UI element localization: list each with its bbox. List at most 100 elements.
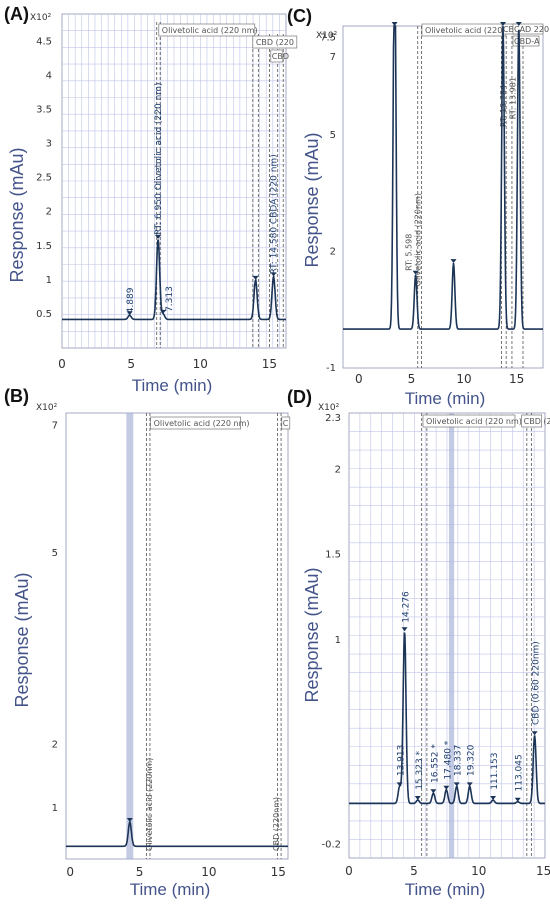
y-tick-label: 7 <box>330 52 336 63</box>
window-label-cbd-2: CBD <box>272 52 289 61</box>
peak-marker <box>412 270 419 275</box>
y-tick-label: 7.5 <box>320 33 336 44</box>
panel-a: 0 5 10 15 0.5 1 1.5 2 2.5 3 3.5 4 4.5 Olivetolic aci… <box>4 4 298 395</box>
x-tick-label: 5 <box>127 357 135 371</box>
x-tick-label: 15 <box>509 372 524 386</box>
x-tick-label: 0 <box>345 864 353 878</box>
panel-d-x-axis-label: Time (min) <box>405 880 486 899</box>
peak-annotation: 18.337 <box>454 745 464 777</box>
y-tick-label: 5 <box>330 130 336 141</box>
window-label-box <box>512 23 544 35</box>
x-tick-label: 0 <box>66 865 74 879</box>
window-label-box <box>521 414 542 428</box>
peak-annotation: 7.313 <box>165 286 175 312</box>
peak-marker <box>391 22 398 26</box>
peak-marker <box>500 22 506 26</box>
peak-marker <box>443 785 450 790</box>
peak-annotation: 19.320 <box>467 744 477 776</box>
panel-d-multiplier: X10² <box>318 403 340 413</box>
peak-marker <box>453 782 460 787</box>
peak-annotation: CBD (220nm) <box>272 797 281 851</box>
peak-marker <box>450 259 457 264</box>
x-tick-label: 0 <box>355 372 363 386</box>
window-label-olivetolic: Olivetolic acid (220 nm) <box>162 26 258 35</box>
panel-b: 0 5 10 15 1 2 5 7 Olivetolic acid (220 nm) C Oliv… <box>4 386 291 899</box>
panel-c-y-axis-label: Response (mAu) <box>302 132 322 267</box>
window-label-cbd: CBD <box>503 25 520 34</box>
panel-a-x-axis-label: Time (min) <box>132 376 213 395</box>
y-tick-label: 2 <box>46 207 52 218</box>
peak-annotation: RT: 5.598 <box>405 234 414 271</box>
peak-annotation: 14.276 <box>402 591 412 623</box>
window-label-cbd: CBD (220 <box>256 38 294 47</box>
y-tick-label: 2 <box>52 739 58 750</box>
peak-marker <box>466 782 473 787</box>
x-tick-label: 5 <box>408 372 416 386</box>
y-tick-label: 1 <box>335 635 341 646</box>
x-tick-label: 10 <box>471 864 486 878</box>
peak-marker <box>490 796 497 801</box>
peak-marker <box>531 731 538 736</box>
y-tick-label: 2 <box>335 464 341 475</box>
panel-b-y-axis-label: Response (mAu) <box>12 572 32 707</box>
window-label-olivetolic: Olivetolic acid (220 nm) <box>426 417 522 426</box>
panel-a-label: (A) <box>4 4 29 24</box>
y-tick-label: 7 <box>52 421 58 432</box>
y-tick-label: 1.5 <box>36 241 52 252</box>
peak-annotation: RT: 13.981 <box>509 77 518 119</box>
peak-annotation: RT: 6.950 Olivetolic acid (220 nm) <box>154 82 164 235</box>
chromatogram-trace <box>349 632 545 805</box>
peak-annotation: Olivetolic acid (220nm) <box>414 193 423 286</box>
window-label-box <box>158 23 256 37</box>
window-label-cbda: CBD-A <box>514 37 540 46</box>
y-tick-label: 2.3 <box>325 413 341 424</box>
window-label-cad: CAD 220 <box>514 25 549 34</box>
panel-b-label: (B) <box>4 386 29 406</box>
y-tick-label: 3 <box>46 139 52 150</box>
peak-annotation: RT: 14.580 CBDA (220 nm) <box>270 154 280 274</box>
peak-marker <box>160 309 167 314</box>
y-tick-label: 4.5 <box>36 36 52 47</box>
peak-marker <box>514 797 521 802</box>
panel-a-y-axis-label: Response (mAu) <box>7 147 27 282</box>
panel-c-label: (C) <box>287 6 312 26</box>
peak-marker <box>252 275 259 280</box>
x-tick-label: 15 <box>262 357 277 371</box>
x-tick-label: 10 <box>201 865 216 879</box>
window-label-box <box>150 416 241 430</box>
chromatogram-trace <box>343 25 543 330</box>
y-tick-label: 1 <box>52 803 58 814</box>
panel-d-label: (D) <box>287 387 312 407</box>
x-tick-label: 5 <box>136 865 144 879</box>
chromatogram-trace <box>62 239 286 321</box>
peak-marker <box>396 782 403 787</box>
window-label-box <box>281 416 291 430</box>
highlight-band <box>126 413 134 859</box>
panel-b-x-axis-label: Time (min) <box>130 880 211 899</box>
window-label-c: C <box>283 419 289 428</box>
peak-annotation: 111.153 <box>490 753 500 790</box>
peak-annotation: 4.889 <box>126 287 136 313</box>
peak-annotation: CBD (0.60 220nm) <box>532 641 542 725</box>
panel-b-multiplier: X10² <box>36 403 58 413</box>
y-tick-label: 0.5 <box>36 309 52 320</box>
y-tick-label: 2 <box>330 246 336 257</box>
peak-marker <box>414 796 421 801</box>
y-tick-label: 2.5 <box>36 173 52 184</box>
window-label-box <box>422 414 516 428</box>
x-tick-label: 5 <box>410 864 418 878</box>
peak-marker <box>401 627 408 632</box>
peak-marker <box>126 311 133 316</box>
panel-d: 0 5 10 15 -0.2 1 1.5 2 2.3 Olivetolic acid (220 … <box>287 387 550 899</box>
panel-d-y-axis-label: Response (mAu) <box>302 567 322 702</box>
chromatogram-trace <box>66 819 288 848</box>
peak-marker <box>515 22 522 26</box>
window-label-olivetolic: Olivetolic acid (220 nm) <box>154 419 250 428</box>
window-label-cbd: CBD (220 <box>524 417 550 426</box>
peak-annotation: 17.480 * <box>443 740 453 779</box>
panel-c-x-axis-label: Time (min) <box>405 389 486 408</box>
x-tick-label: 10 <box>193 357 208 371</box>
x-tick-label: 15 <box>536 864 550 878</box>
